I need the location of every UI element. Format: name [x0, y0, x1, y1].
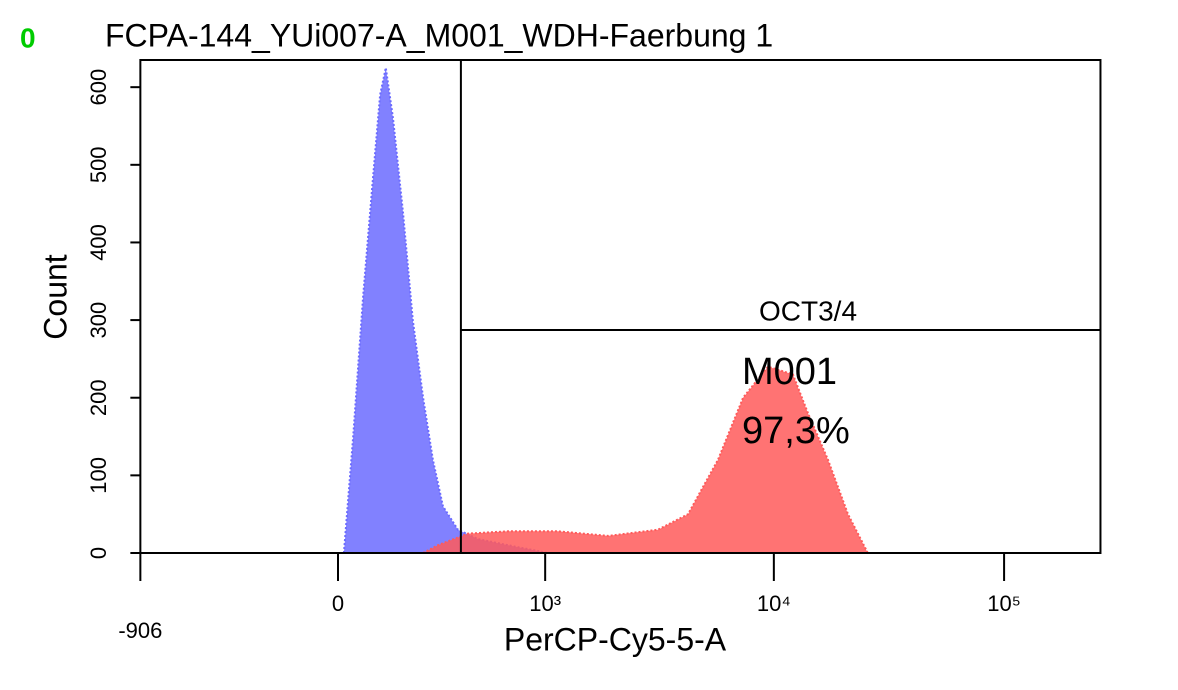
y-tick-label: 500	[86, 146, 111, 183]
annotation: M001	[742, 351, 837, 393]
histogram-area	[422, 365, 870, 554]
y-tick-label: 200	[86, 379, 111, 416]
x-tick-label: 0	[332, 591, 344, 616]
y-tick-label: 100	[86, 457, 111, 494]
histogram-area	[342, 67, 549, 554]
y-tick-label: 600	[86, 69, 111, 106]
x-tick-label: 10⁵	[987, 591, 1021, 616]
x-tick-label: -906	[118, 618, 162, 643]
x-tick-label: 10⁴	[757, 591, 791, 616]
x-axis-label: PerCP-Cy5-5-A	[504, 621, 727, 657]
y-axis-label: Count	[37, 254, 73, 340]
gate-label: OCT3/4	[759, 295, 857, 326]
annotation: 97,3%	[742, 410, 850, 452]
y-tick-label: 0	[86, 547, 111, 559]
chart-title: FCPA-144_YUi007-A_M001_WDH-Faerbung 1	[105, 17, 773, 53]
y-tick-label: 400	[86, 224, 111, 261]
plot-frame	[139, 59, 1102, 554]
y-tick-label: 300	[86, 302, 111, 339]
x-tick-label: 10³	[529, 591, 561, 616]
corner-label: 0	[20, 22, 36, 53]
